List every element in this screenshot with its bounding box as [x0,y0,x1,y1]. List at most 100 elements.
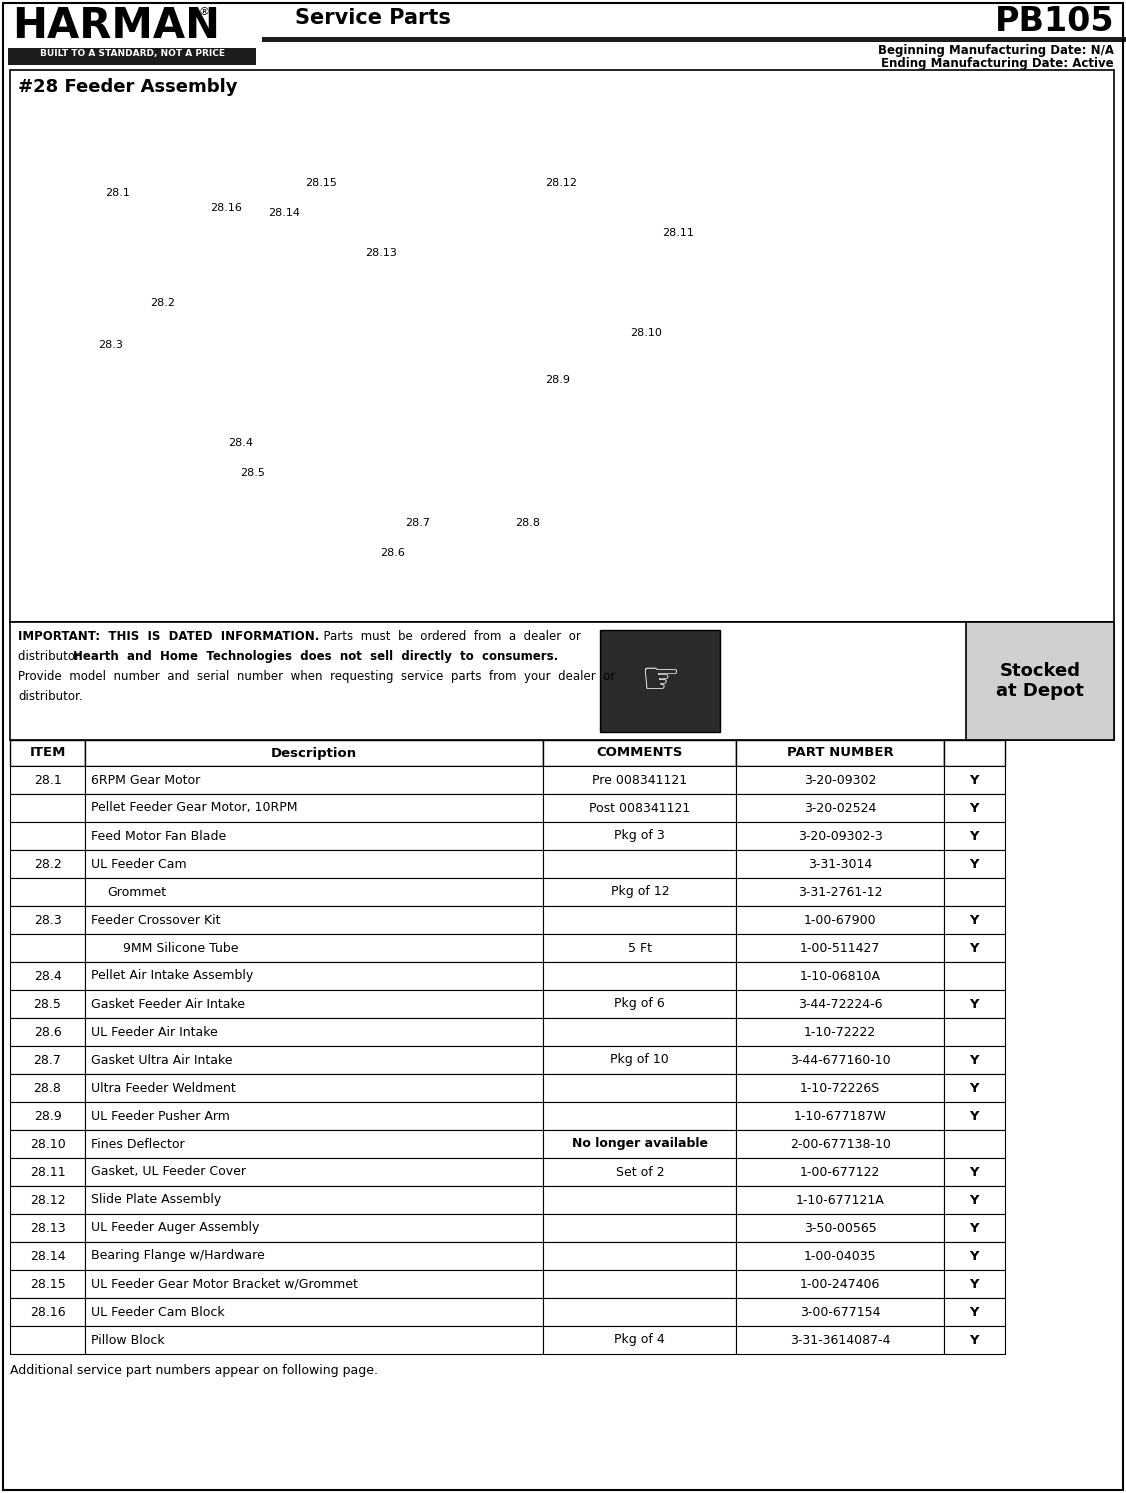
Text: 28.8: 28.8 [34,1081,62,1094]
Bar [736,1271,944,1297]
Text: Stocked
at Depot: Stocked at Depot [997,661,1084,700]
Text: Y: Y [969,1221,980,1235]
Text: 28.4: 28.4 [227,437,253,448]
Bar [736,1185,944,1214]
Bar [736,1297,944,1326]
Bar [736,794,944,823]
Text: 28.15: 28.15 [29,1278,65,1290]
Text: Hearth  and  Home  Technologies  does  not  sell  directly  to  consumers.: Hearth and Home Technologies does not se… [73,649,558,663]
Bar [543,823,736,850]
Bar [86,1271,543,1297]
Text: 1-10-677187W: 1-10-677187W [794,1109,886,1123]
Text: 3-44-677160-10: 3-44-677160-10 [790,1054,891,1066]
Text: Pkg of 12: Pkg of 12 [610,885,669,899]
Text: COMMENTS: COMMENTS [597,746,683,760]
Bar [543,878,736,906]
Text: 1-00-677122: 1-00-677122 [799,1166,881,1178]
Bar [736,1214,944,1242]
Bar [944,935,1004,961]
Text: UL Feeder Pusher Arm: UL Feeder Pusher Arm [91,1109,230,1123]
Text: 1-10-72222: 1-10-72222 [804,1026,876,1039]
Text: 28.1: 28.1 [34,773,62,787]
Bar [736,1326,944,1354]
Bar [10,623,1114,741]
Bar [944,1018,1004,1047]
Bar [543,935,736,961]
Bar [944,990,1004,1018]
Text: Set of 2: Set of 2 [616,1166,664,1178]
Text: Parts  must  be  ordered  from  a  dealer  or: Parts must be ordered from a dealer or [316,630,581,643]
Bar [944,1047,1004,1073]
Bar [944,1159,1004,1185]
Text: 28.10: 28.10 [29,1138,65,1151]
Bar [944,741,1004,766]
Text: 28.14: 28.14 [29,1250,65,1263]
Text: Ultra Feeder Weldment: Ultra Feeder Weldment [91,1081,235,1094]
Bar [736,906,944,935]
Bar [10,906,86,935]
Text: 3-50-00565: 3-50-00565 [804,1221,876,1235]
Text: 9MM Silicone Tube: 9MM Silicone Tube [123,942,239,954]
Text: HARMAN: HARMAN [12,4,220,46]
Bar [543,1130,736,1159]
Text: Pkg of 10: Pkg of 10 [610,1054,669,1066]
Text: Pkg of 3: Pkg of 3 [615,830,665,842]
Bar [86,1018,543,1047]
Text: 1-10-06810A: 1-10-06810A [799,969,881,982]
Bar [944,794,1004,823]
Bar [10,1297,86,1326]
Text: 1-10-72226S: 1-10-72226S [801,1081,881,1094]
Text: Bearing Flange w/Hardware: Bearing Flange w/Hardware [91,1250,265,1263]
Bar [86,794,543,823]
Bar [10,1102,86,1130]
Bar [10,1018,86,1047]
Text: Y: Y [969,997,980,1011]
Bar [86,1130,543,1159]
Bar [543,906,736,935]
Text: 3-31-2761-12: 3-31-2761-12 [798,885,883,899]
Bar [86,1242,543,1271]
Text: 28.2: 28.2 [150,299,175,308]
Text: 28.11: 28.11 [662,228,694,237]
Text: 28.11: 28.11 [29,1166,65,1178]
Bar [543,1326,736,1354]
Bar [944,1214,1004,1242]
Text: Fines Deflector: Fines Deflector [91,1138,185,1151]
Text: ®: ® [198,7,209,16]
Bar [736,823,944,850]
Text: 5 Ft: 5 Ft [628,942,652,954]
Bar [543,1102,736,1130]
Bar [0,0,1126,70]
Text: 1-00-04035: 1-00-04035 [804,1250,876,1263]
Text: Y: Y [969,1054,980,1066]
Bar [8,48,256,66]
Text: 28.9: 28.9 [545,375,570,385]
Text: 1-00-67900: 1-00-67900 [804,914,876,927]
Bar [10,1047,86,1073]
Bar [944,878,1004,906]
Text: Gasket Ultra Air Intake: Gasket Ultra Air Intake [91,1054,233,1066]
Bar [86,906,543,935]
Text: 28.12: 28.12 [545,178,577,188]
Bar [736,1047,944,1073]
Text: Pkg of 6: Pkg of 6 [615,997,665,1011]
Text: 28.6: 28.6 [379,548,405,558]
Bar [86,766,543,794]
Text: 2-00-677138-10: 2-00-677138-10 [789,1138,891,1151]
Bar [944,850,1004,878]
Bar [10,990,86,1018]
Bar [736,1073,944,1102]
Text: PART NUMBER: PART NUMBER [787,746,894,760]
Bar [736,990,944,1018]
Text: 28.7: 28.7 [34,1054,62,1066]
Text: Beginning Manufacturing Date: N/A: Beginning Manufacturing Date: N/A [878,43,1114,57]
Text: 1-10-677121A: 1-10-677121A [796,1193,885,1206]
Bar [966,623,1114,741]
Text: 28.2: 28.2 [34,857,62,870]
Bar [10,741,86,766]
Text: UL Feeder Gear Motor Bracket w/Grommet: UL Feeder Gear Motor Bracket w/Grommet [91,1278,358,1290]
Text: 28.3: 28.3 [98,340,123,349]
Text: 28.16: 28.16 [29,1305,65,1318]
Bar [10,1073,86,1102]
Text: Feed Motor Fan Blade: Feed Motor Fan Blade [91,830,226,842]
